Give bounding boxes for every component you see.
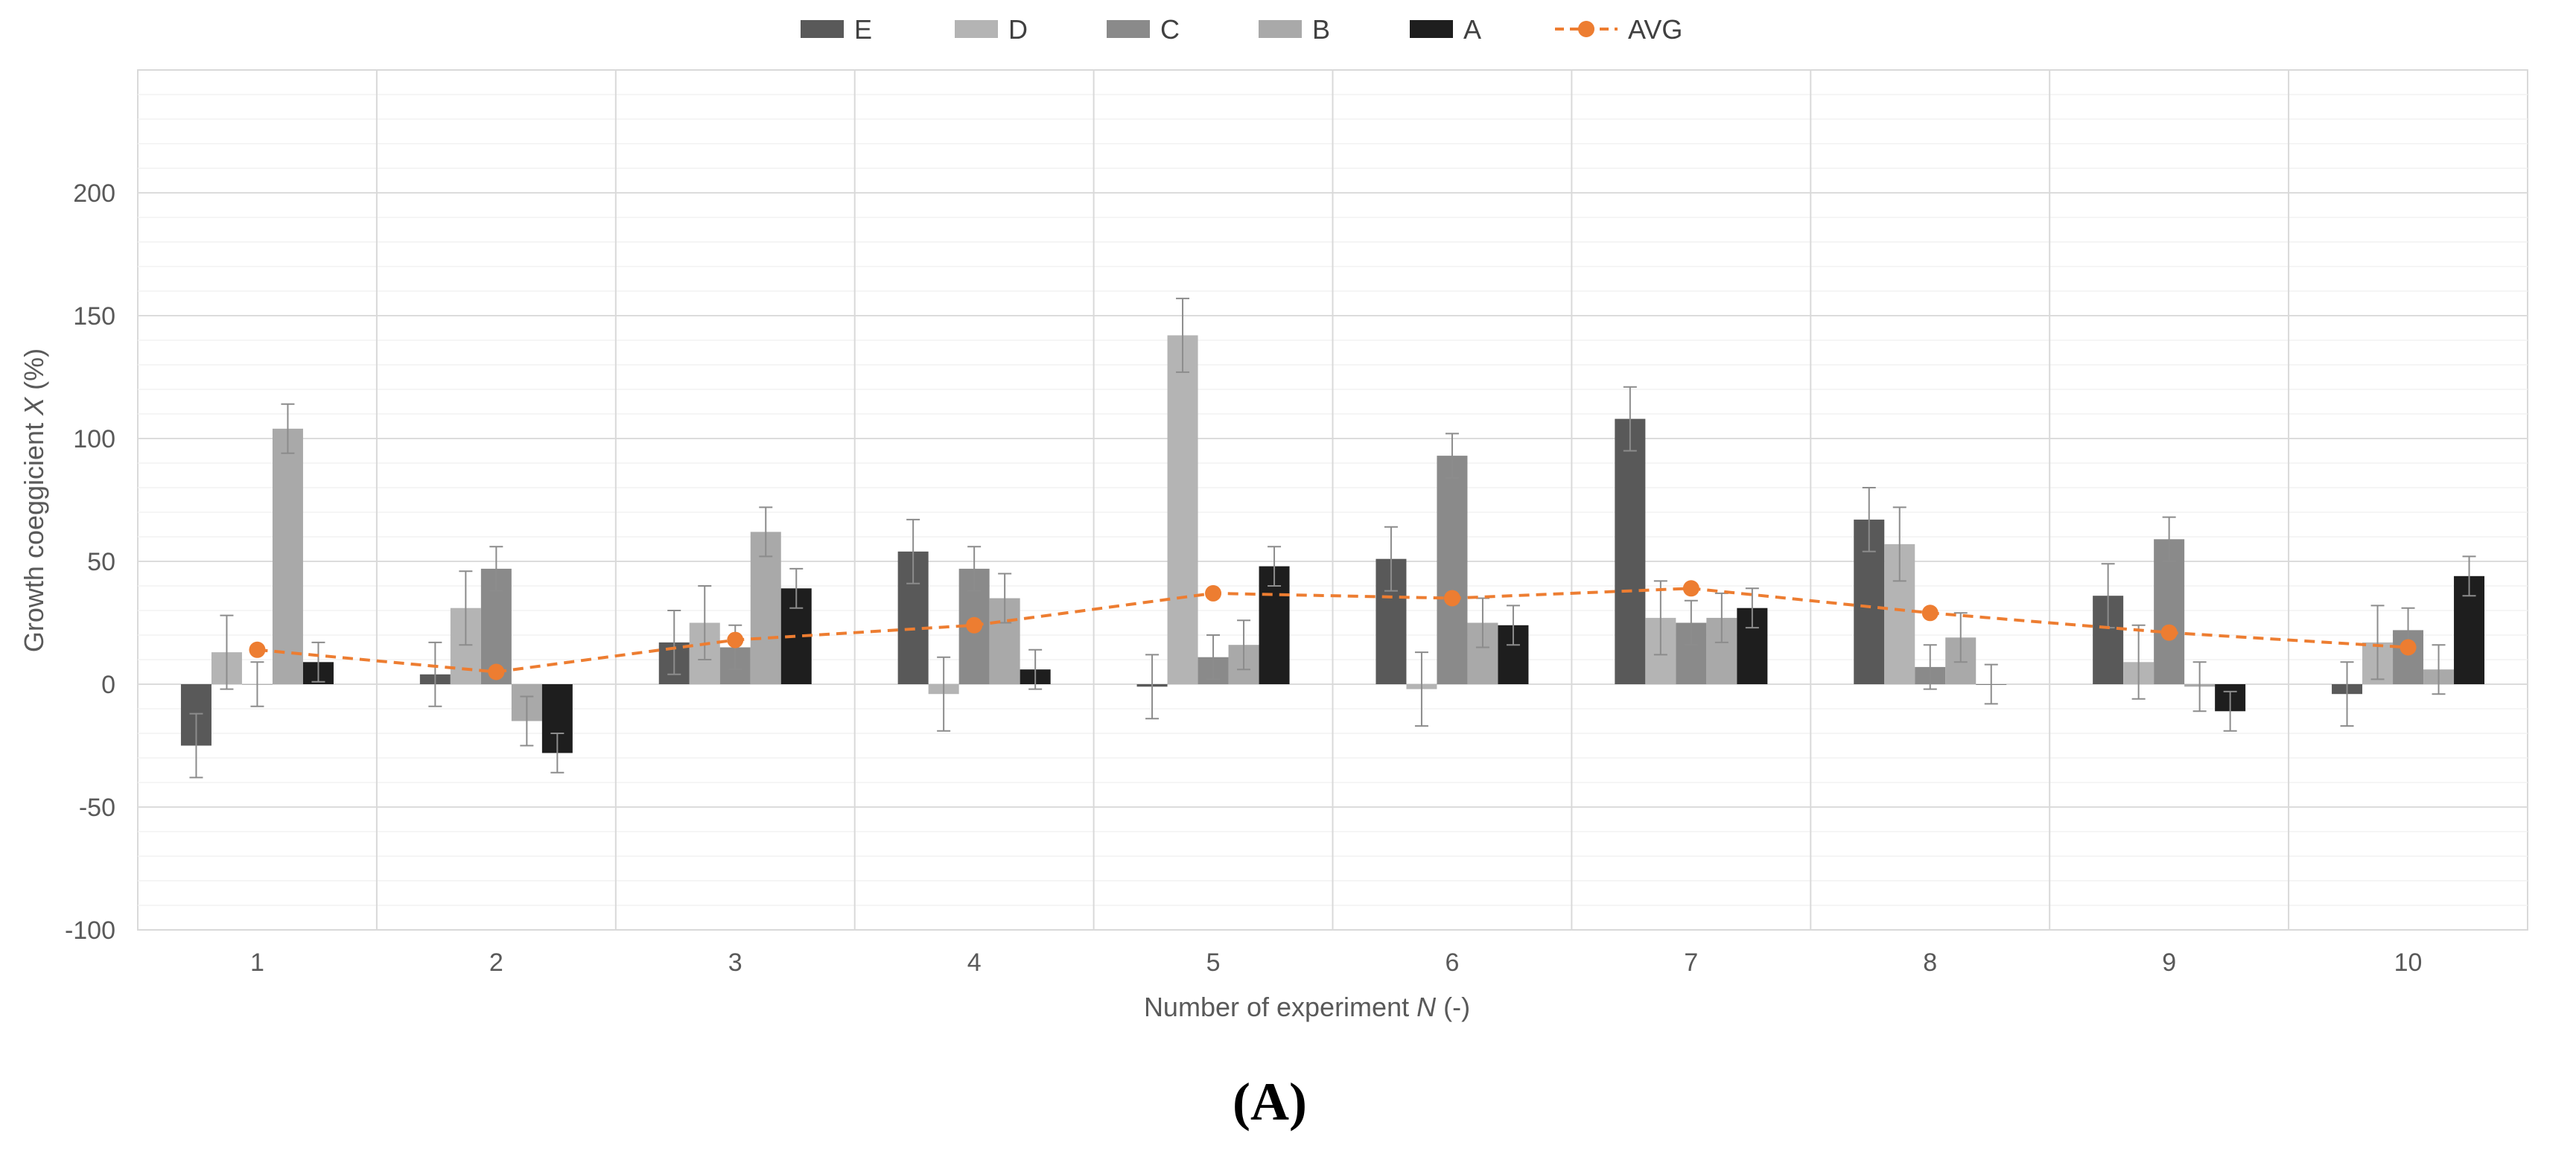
bar-D-5	[1167, 335, 1198, 684]
avg-series	[249, 580, 2417, 680]
avg-line	[257, 587, 2408, 674]
legend-swatch-B	[1259, 20, 1302, 38]
y-tick-label: 200	[73, 179, 115, 208]
y-tick-label: -50	[79, 794, 115, 822]
avg-point-3	[727, 631, 744, 648]
x-axis-ticks: 1 2 3 4 5 6 7 8 9 10	[250, 948, 2422, 977]
x-tick-label: 1	[250, 948, 264, 977]
avg-point-7	[1682, 580, 1699, 597]
avg-point-4	[966, 616, 983, 634]
legend-label-A: A	[1463, 14, 1481, 45]
y-tick-label: 50	[87, 548, 115, 576]
x-tick-label: 9	[2162, 948, 2176, 977]
x-tick-label: 3	[728, 948, 742, 977]
bar-B-1	[272, 428, 303, 684]
x-tick-label: 2	[489, 948, 503, 977]
legend-label-D: D	[1008, 14, 1028, 45]
x-tick-label: 4	[967, 948, 982, 977]
legend-label-E: E	[854, 14, 872, 45]
avg-point-1	[249, 641, 266, 658]
avg-point-2	[488, 663, 505, 680]
bar-C-9	[2154, 539, 2185, 684]
avg-point-5	[1205, 584, 1222, 602]
y-axis-title: Growth coeggicient X (%)	[19, 348, 49, 652]
bar-C-6	[1437, 456, 1468, 684]
y-tick-label: -100	[65, 916, 115, 945]
legend-label-C: C	[1160, 14, 1180, 45]
x-tick-label: 10	[2394, 948, 2423, 977]
avg-point-8	[1921, 605, 1939, 622]
legend-swatch-D	[955, 20, 998, 38]
y-tick-label: 0	[101, 671, 115, 699]
y-axis-ticks: -100 -50 0 50 100 150 200	[65, 179, 115, 945]
avg-point-10	[2400, 639, 2417, 656]
error-bars	[189, 297, 2476, 779]
legend: E D C B A AVG	[801, 14, 1682, 45]
legend-label-B: B	[1312, 14, 1330, 45]
legend-label-AVG: AVG	[1628, 14, 1682, 45]
avg-point-6	[1443, 590, 1460, 607]
bar-E-7	[1615, 418, 1646, 684]
x-tick-label: 6	[1445, 948, 1459, 977]
legend-marker-AVG	[1578, 21, 1594, 37]
legend-swatch-E	[801, 20, 844, 38]
x-tick-label: 5	[1206, 948, 1221, 977]
y-tick-label: 150	[73, 302, 115, 331]
bar-B-3	[750, 532, 781, 684]
x-tick-label: 7	[1684, 948, 1698, 977]
x-tick-label: 8	[1923, 948, 1937, 977]
panel-label: (A)	[1233, 1072, 1307, 1132]
avg-point-9	[2160, 624, 2178, 641]
legend-swatch-A	[1410, 20, 1453, 38]
x-axis-title: Number of experiment N (-)	[1144, 992, 1470, 1022]
legend-swatch-C	[1107, 20, 1150, 38]
category-dividers	[375, 70, 2290, 930]
y-tick-label: 100	[73, 425, 115, 453]
